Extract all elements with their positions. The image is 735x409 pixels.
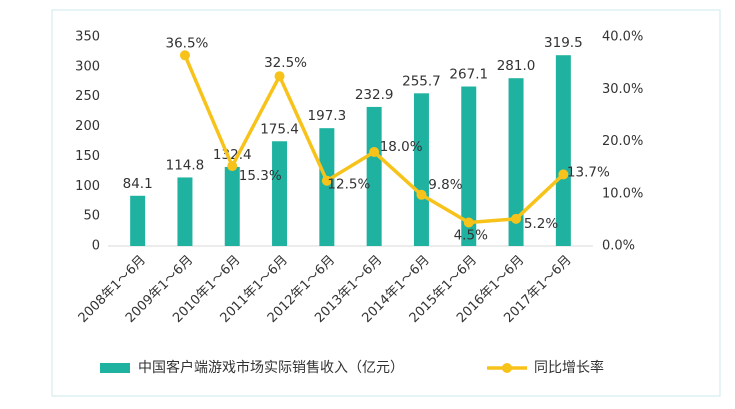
- bar: [555, 55, 571, 246]
- bar-value-label: 267.1: [449, 67, 488, 83]
- y2-tick-label: 10.0%: [602, 186, 643, 201]
- bar-value-label: 114.8: [166, 157, 205, 173]
- bar-value-label: 319.5: [544, 35, 583, 51]
- bar: [177, 177, 193, 246]
- line-value-label: 36.5%: [166, 35, 209, 51]
- bar-value-label: 255.7: [402, 73, 441, 89]
- bar-value-label: 84.1: [123, 176, 153, 192]
- bar-value-label: 281.0: [497, 58, 536, 74]
- growth-point: [416, 189, 427, 200]
- y-tick-label: 100: [75, 179, 100, 194]
- growth-point: [369, 146, 380, 157]
- y2-tick-label: 30.0%: [602, 82, 643, 97]
- bar: [224, 166, 240, 246]
- line-value-label: 9.8%: [428, 177, 462, 193]
- y-tick-label: 200: [75, 119, 100, 134]
- growth-point: [463, 217, 474, 228]
- y-tick-label: 150: [75, 149, 100, 164]
- line-value-label: 12.5%: [327, 177, 370, 193]
- bar-value-label: 232.9: [355, 87, 394, 103]
- bar-value-label: 132.4: [213, 147, 252, 163]
- bar: [508, 78, 524, 247]
- y-tick-label: 50: [83, 209, 100, 224]
- growth-point: [179, 50, 190, 61]
- y2-tick-label: 0.0%: [602, 239, 635, 254]
- y-tick-label: 350: [75, 30, 100, 45]
- y2-tick-label: 40.0%: [602, 30, 643, 45]
- growth-point: [511, 213, 522, 224]
- bar: [130, 195, 146, 246]
- y-tick-label: 0: [92, 239, 100, 254]
- chart-border: [51, 9, 721, 397]
- line-value-label: 4.5%: [454, 227, 488, 243]
- bar: [366, 106, 382, 246]
- legend-label: 中国客户端游戏市场实际销售收入（亿元）: [138, 359, 404, 376]
- bar-value-label: 175.4: [260, 121, 299, 137]
- y-tick-label: 250: [75, 89, 100, 104]
- bar: [319, 128, 335, 246]
- bar: [413, 93, 429, 246]
- line-value-label: 32.5%: [264, 55, 307, 71]
- line-value-label: 15.3%: [239, 168, 282, 184]
- y-tick-label: 300: [75, 59, 100, 74]
- bar: [461, 86, 477, 246]
- growth-point: [558, 169, 569, 180]
- bar: [272, 141, 288, 246]
- legend-swatch: [100, 363, 130, 373]
- bar-value-label: 197.3: [308, 108, 347, 124]
- line-value-label: 13.7%: [567, 164, 610, 180]
- legend-label: 同比增长率: [534, 359, 604, 376]
- growth-point: [227, 161, 238, 172]
- line-value-label: 18.0%: [380, 139, 423, 155]
- legend-dot: [502, 363, 512, 373]
- y2-tick-label: 20.0%: [602, 134, 643, 149]
- growth-point: [274, 71, 285, 82]
- growth-point: [321, 175, 332, 186]
- line-value-label: 5.2%: [524, 216, 558, 232]
